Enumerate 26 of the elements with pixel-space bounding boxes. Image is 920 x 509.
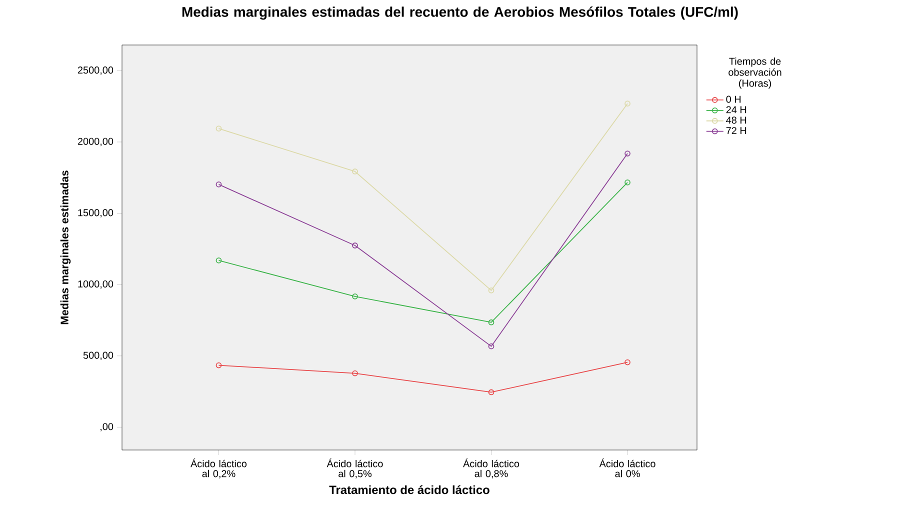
y-tick-label: ,00 [100, 423, 114, 432]
point [352, 293, 358, 300]
x-tick-label: Ácido láctico al 0% [599, 458, 656, 478]
y-tick-label: 500,00 [83, 352, 114, 360]
legend-title: Tiempos de observación (Horas) [728, 58, 782, 89]
point [352, 168, 358, 174]
legend-label: 48 H [726, 116, 746, 124]
y-tick-label: 1500,00 [78, 209, 114, 218]
point [352, 242, 358, 248]
legend-label: 24 H [726, 106, 746, 114]
y-axis-title: Medias marginales estimadas [60, 170, 71, 324]
point [488, 319, 494, 326]
x-tick-label: Ácido láctico al 0,2% [190, 458, 247, 478]
point [488, 287, 494, 294]
y-tick-label: 1000,00 [78, 280, 114, 289]
y-tick-label: 2500,00 [78, 66, 114, 75]
point [352, 370, 358, 376]
y-tick-label: 2000,00 [78, 138, 114, 146]
x-tick-label: Ácido láctico al 0,8% [463, 458, 520, 478]
x-tick-label: Ácido láctico al 0,5% [326, 458, 383, 478]
point [488, 343, 494, 350]
legend-label: 72 H [726, 127, 746, 134]
legend-label: 0 H [726, 96, 741, 103]
point [488, 389, 494, 396]
x-axis-title: Tratamiento de ácido láctico [329, 485, 490, 494]
chart-title: Medias marginales estimadas del recuento de Aerobios Mesófilos Totales (UFC/ml) [182, 6, 738, 20]
